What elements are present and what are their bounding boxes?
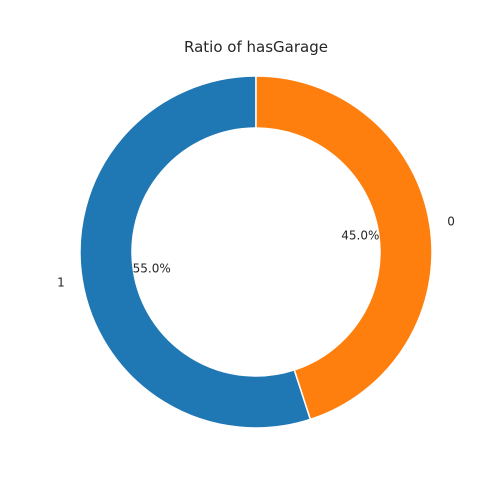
labels-group: 1 55.0% 0 45.0% bbox=[57, 215, 455, 290]
percent-label-0: 45.0% bbox=[341, 228, 379, 242]
percent-label-1: 55.0% bbox=[133, 262, 171, 276]
category-label-1: 1 bbox=[57, 275, 65, 289]
slice-0 bbox=[255, 75, 433, 421]
slice-1 bbox=[79, 75, 312, 429]
chart-title: Ratio of hasGarage bbox=[184, 38, 328, 56]
slices-group bbox=[79, 75, 433, 429]
category-label-0: 0 bbox=[447, 215, 455, 229]
